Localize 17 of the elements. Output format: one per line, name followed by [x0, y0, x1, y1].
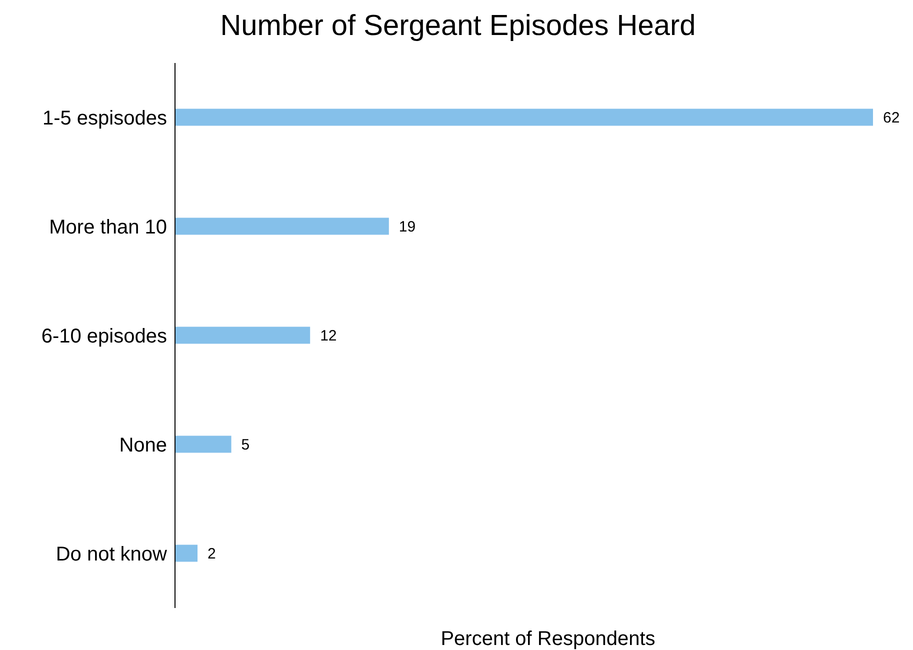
y-tick-label: 6-10 episodes [41, 326, 167, 348]
data-label: 2 [208, 546, 216, 563]
y-tick-label: None [119, 434, 167, 457]
bar [175, 218, 389, 235]
data-label: 12 [320, 328, 337, 345]
bar [175, 436, 232, 453]
data-label: 62 [883, 110, 900, 127]
data-label: 19 [398, 218, 416, 236]
y-tick-label: Do not know [56, 544, 168, 566]
chart-title: Number of Sergeant Episodes Heard [219, 10, 697, 43]
data-label: 5 [241, 436, 250, 454]
y-tick-label: More than 10 [49, 216, 167, 239]
bar [175, 326, 310, 344]
bar [175, 108, 873, 126]
bar [175, 544, 198, 562]
y-tick-label: 1-5 espisodes [42, 108, 167, 130]
x-axis-title: Percent of Respondents [440, 628, 656, 650]
